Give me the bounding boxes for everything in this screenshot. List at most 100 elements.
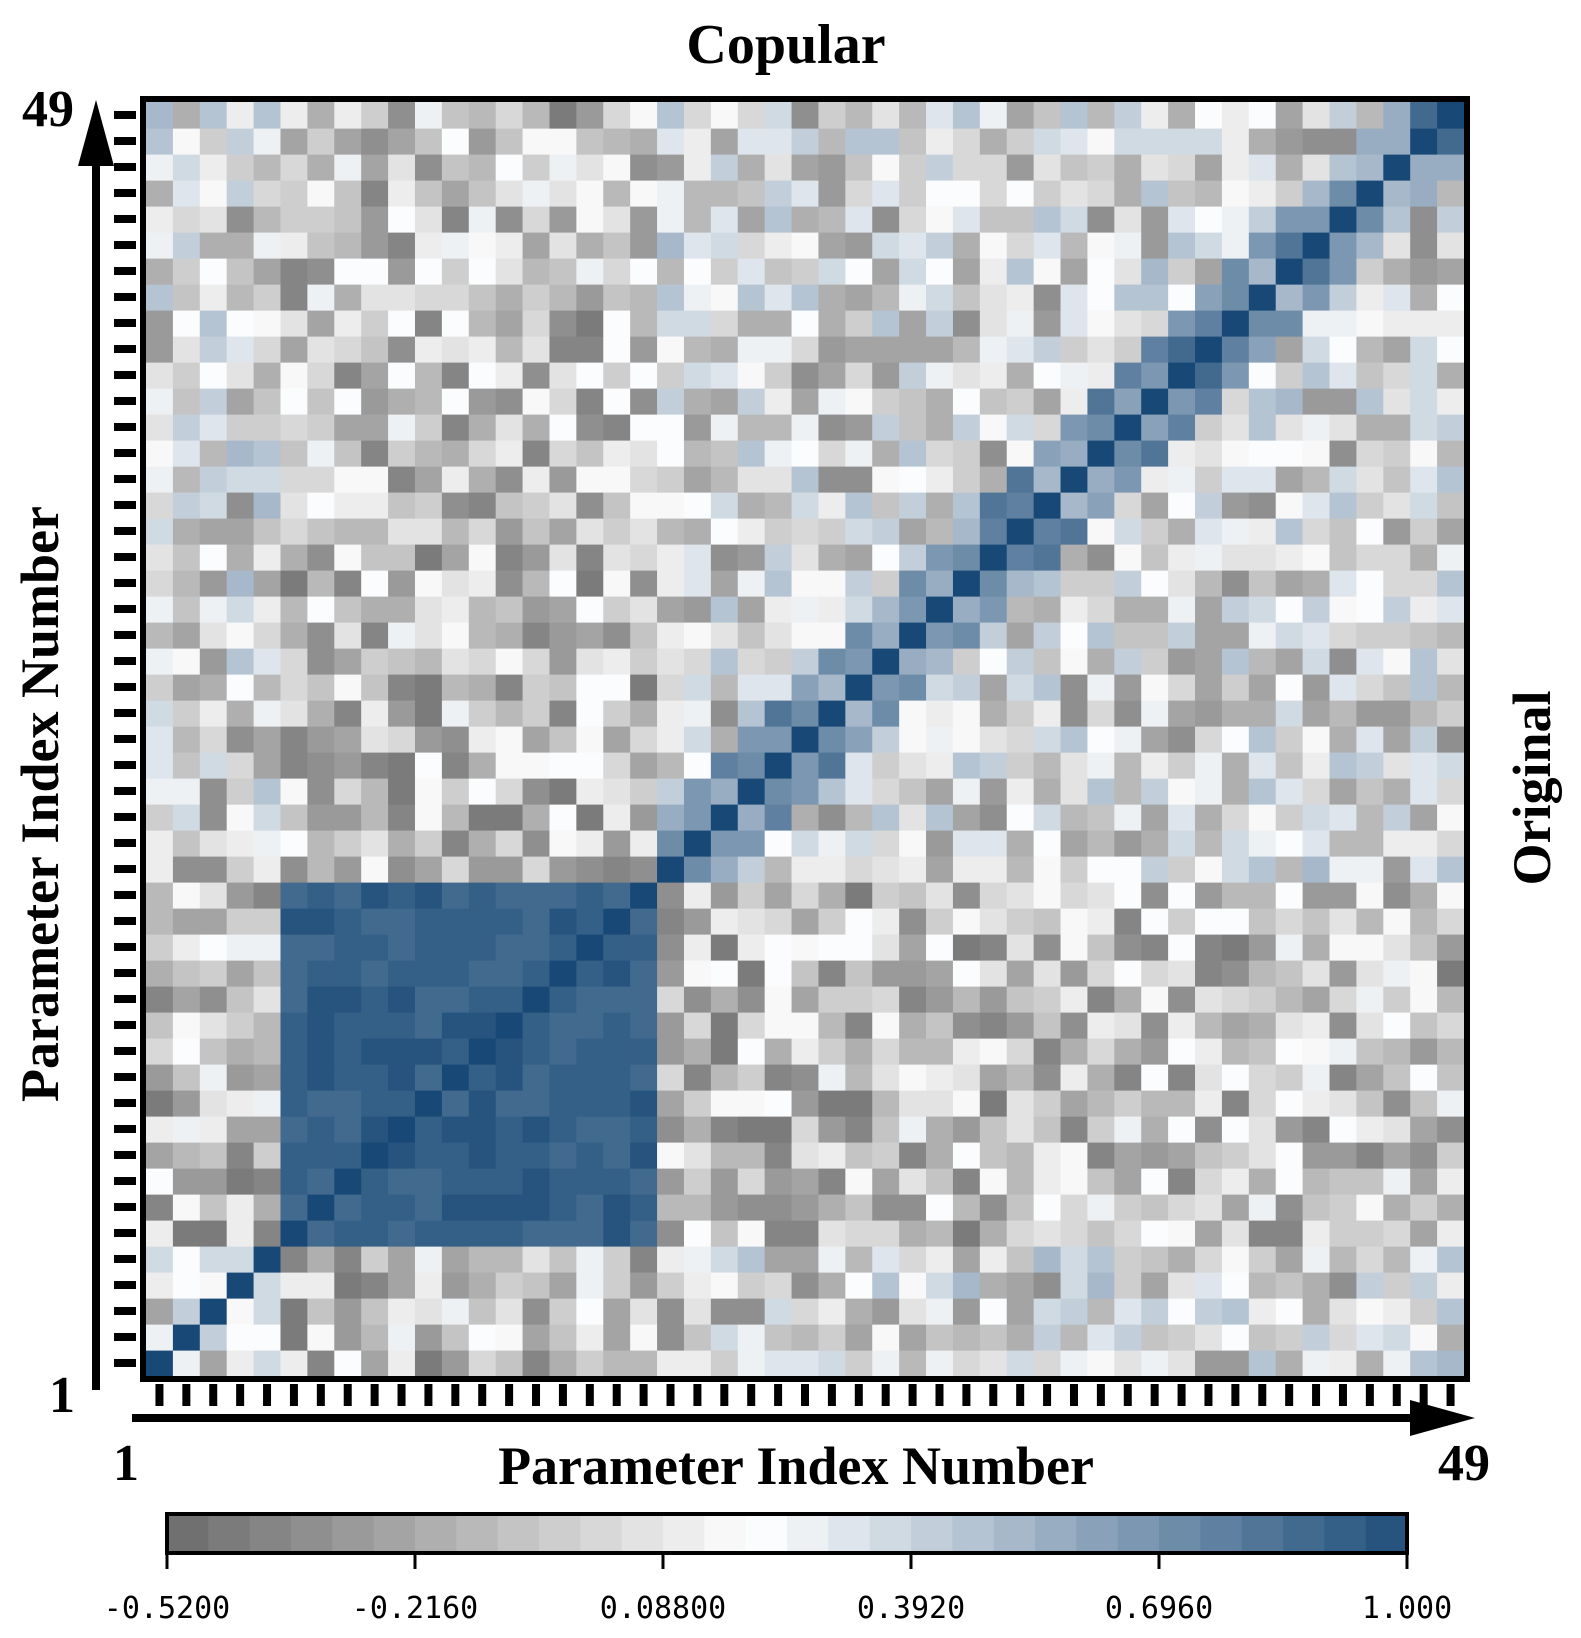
heatmap-cell [710, 986, 739, 1013]
heatmap-cell [441, 362, 470, 389]
heatmap-cell [226, 518, 255, 545]
heatmap-cell [576, 830, 604, 857]
heatmap-cell [280, 518, 308, 545]
heatmap-cell [172, 1168, 201, 1195]
heatmap-cell [872, 804, 900, 831]
heatmap-cell [172, 648, 201, 675]
heatmap-cell [1168, 440, 1196, 467]
heatmap-cell [764, 1194, 793, 1221]
heatmap-cell [388, 830, 416, 857]
heatmap-cell [307, 804, 335, 831]
heatmap-cell [1033, 1090, 1062, 1117]
heatmap-cell [1087, 310, 1115, 337]
heatmap-cell [334, 388, 362, 415]
heatmap-cell [1168, 232, 1196, 259]
heatmap-cell [549, 206, 577, 233]
heatmap-cell [1383, 1246, 1411, 1273]
heatmap-cell [1114, 258, 1142, 285]
heatmap-cell [1302, 336, 1331, 363]
heatmap-cell [1114, 1350, 1142, 1377]
heatmap-cell [172, 1220, 201, 1247]
heatmap-cell [1168, 414, 1196, 441]
heatmap-cell [683, 102, 712, 129]
heatmap-cell [764, 362, 793, 389]
heatmap-cell [952, 232, 981, 259]
y-tick [114, 1099, 136, 1107]
heatmap-cell [172, 284, 201, 311]
heatmap-cell [334, 154, 362, 181]
heatmap-cell [1437, 336, 1465, 363]
heatmap-cell [1006, 206, 1035, 233]
heatmap-cell [1195, 466, 1223, 493]
heatmap-cell [1248, 700, 1277, 727]
heatmap-cell [1275, 908, 1304, 935]
heatmap-cell [630, 1350, 658, 1377]
heatmap-cell [280, 986, 308, 1013]
x-tick [854, 1384, 863, 1406]
heatmap-cell [1275, 466, 1304, 493]
heatmap-cell [334, 804, 362, 831]
heatmap-cell [818, 1246, 846, 1273]
heatmap-cell [146, 882, 174, 909]
heatmap-cell [307, 1038, 335, 1065]
heatmap-cell [710, 154, 739, 181]
heatmap-cell [1221, 128, 1250, 155]
heatmap-cell [307, 466, 335, 493]
heatmap-cell [576, 1220, 604, 1247]
heatmap-cell [764, 570, 793, 597]
heatmap-cell [818, 1116, 846, 1143]
heatmap-cell [872, 232, 900, 259]
heatmap-cell [1329, 336, 1358, 363]
heatmap-cell [845, 128, 873, 155]
heatmap-cell [199, 1324, 228, 1351]
heatmap-cell [1060, 1064, 1089, 1091]
heatmap-cell [1168, 154, 1196, 181]
heatmap-cell [1060, 830, 1089, 857]
heatmap-cell [1087, 882, 1115, 909]
heatmap-cell [845, 492, 873, 519]
heatmap-cell [226, 1324, 255, 1351]
y-axis-start-label: 1 [49, 1367, 75, 1424]
heatmap-cell [1437, 258, 1465, 285]
heatmap-cell [1302, 1064, 1331, 1091]
heatmap-cell [1060, 648, 1089, 675]
heatmap-cell [845, 1012, 873, 1039]
heatmap-cell [1060, 1194, 1089, 1221]
heatmap-cell [1006, 1272, 1035, 1299]
heatmap-cell [791, 388, 820, 415]
heatmap-cell [952, 336, 981, 363]
heatmap-cell [1087, 362, 1115, 389]
heatmap-cell [1006, 1246, 1035, 1273]
heatmap-cell [441, 466, 470, 493]
colorbar-swatch [1241, 1514, 1284, 1553]
heatmap-cell [1329, 1246, 1358, 1273]
heatmap-cell [253, 1168, 282, 1195]
heatmap-cell [1168, 1324, 1196, 1351]
heatmap-cell [253, 700, 282, 727]
heatmap-cell [845, 622, 873, 649]
heatmap-cell [1275, 232, 1304, 259]
heatmap-cell [1168, 856, 1196, 883]
heatmap-cell [979, 1142, 1008, 1169]
heatmap-cell [1221, 648, 1250, 675]
heatmap-cell [495, 128, 524, 155]
heatmap-cell [630, 596, 658, 623]
heatmap-cell [1087, 726, 1115, 753]
x-tick [532, 1384, 541, 1406]
heatmap-cell [307, 1324, 335, 1351]
colorbar-swatch [1365, 1514, 1408, 1553]
heatmap-cell [630, 856, 658, 883]
heatmap-cell [1221, 154, 1250, 181]
heatmap-cell [926, 856, 954, 883]
heatmap-cell [926, 1012, 954, 1039]
heatmap-cell [1410, 1038, 1438, 1065]
heatmap-cell [334, 830, 362, 857]
y-tick [114, 1125, 136, 1133]
heatmap-cell [1168, 882, 1196, 909]
heatmap-cell [414, 1090, 443, 1117]
heatmap-cell [388, 492, 416, 519]
heatmap-cell [926, 596, 954, 623]
heatmap-cell [388, 388, 416, 415]
heatmap-cell [683, 1064, 712, 1091]
heatmap-cell [1087, 1142, 1115, 1169]
